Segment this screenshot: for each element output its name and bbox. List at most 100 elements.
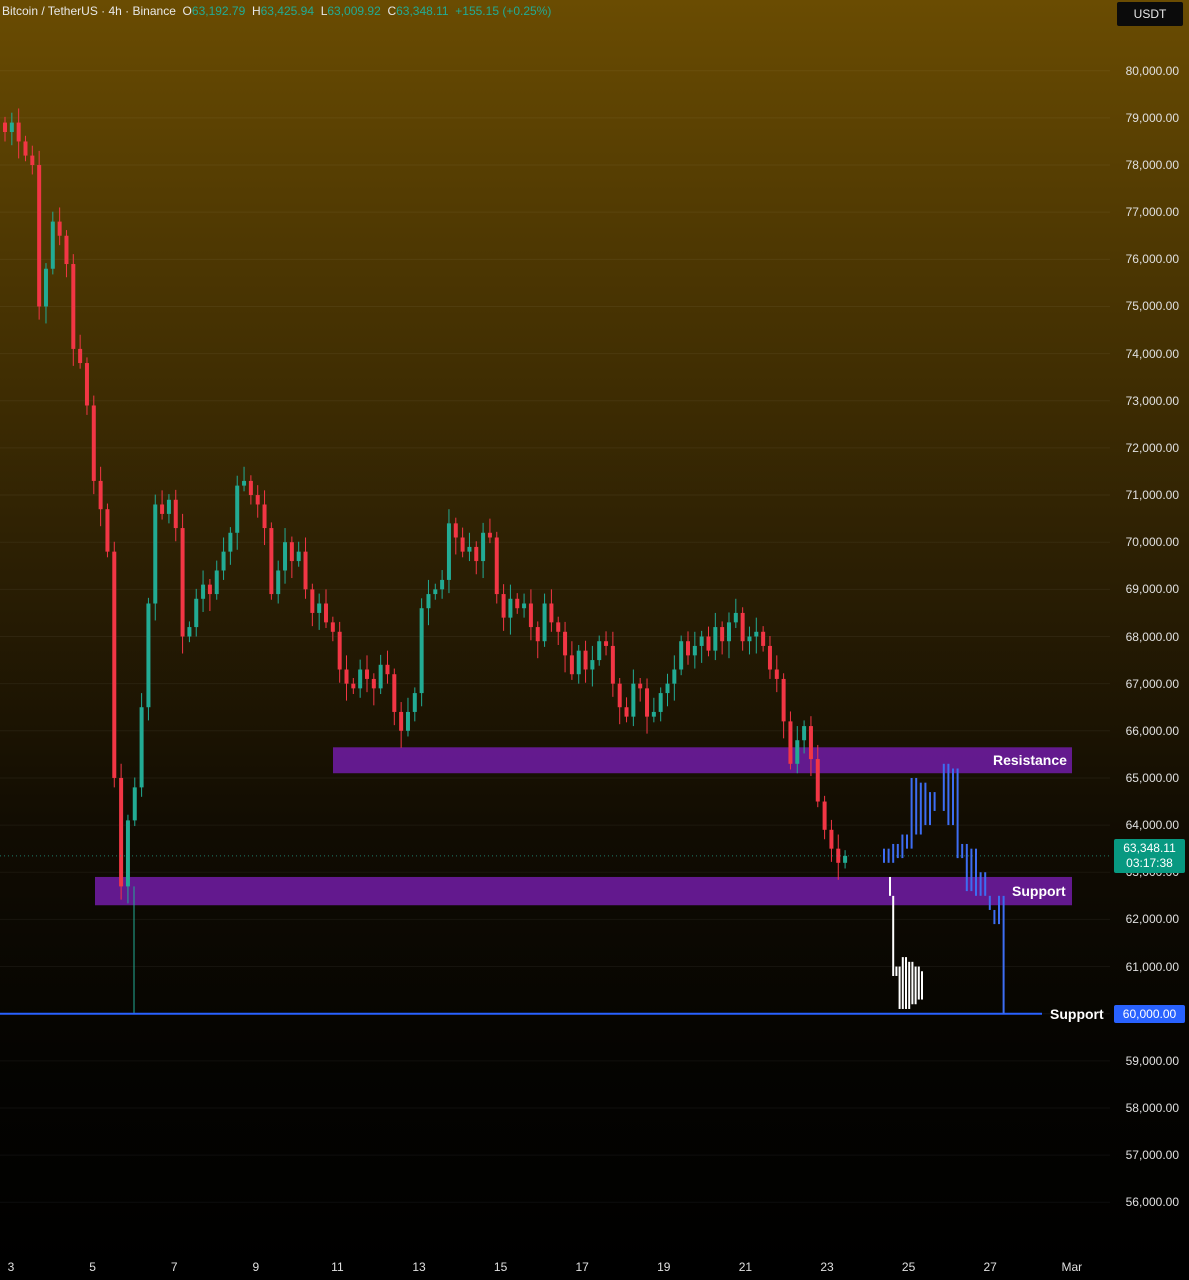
candle-bearish	[569, 655, 574, 675]
candle-bullish	[754, 631, 759, 637]
candle-bearish	[173, 499, 178, 529]
time-tick-label: 23	[820, 1260, 834, 1274]
price-tick-label: 69,000.00	[1125, 582, 1179, 597]
candle-bearish	[262, 504, 267, 529]
candle-bullish	[235, 485, 240, 533]
candle-bullish	[843, 855, 848, 863]
candle-bullish	[651, 711, 656, 717]
support-zone-label: Support	[1012, 883, 1066, 900]
candle-bearish	[774, 669, 779, 679]
candle-bullish	[508, 598, 513, 618]
candle-bearish	[255, 495, 260, 505]
candle-bullish	[242, 480, 247, 486]
low-value: 63,009.92	[327, 4, 381, 18]
candle-bullish	[795, 740, 800, 764]
candle-bearish	[330, 622, 335, 632]
candle-bullish	[50, 221, 55, 269]
open-label: O	[182, 4, 192, 18]
candle-bearish	[781, 678, 786, 722]
candle-bearish	[494, 537, 499, 595]
candle-bearish	[487, 532, 492, 538]
bar-countdown: 03:17:38	[1126, 855, 1173, 870]
candle-bullish	[214, 570, 219, 595]
candle-bearish	[563, 631, 568, 656]
candle-bullish	[433, 589, 438, 595]
candle-bearish	[535, 627, 540, 642]
candle-bullish	[542, 603, 547, 642]
candle-bearish	[501, 594, 506, 618]
candle-bullish	[9, 122, 14, 133]
last-price-value: 63,348.11	[1123, 840, 1176, 855]
candle-bullish	[194, 598, 199, 628]
candle-bullish	[153, 504, 158, 604]
price-tick-label: 74,000.00	[1125, 346, 1179, 361]
resistance-zone	[333, 747, 1072, 774]
symbol-title: Bitcoin / TetherUS · 4h · Binance	[2, 4, 176, 18]
candle-bearish	[453, 523, 458, 538]
candle-bullish	[419, 608, 424, 694]
price-tick-label: 76,000.00	[1125, 252, 1179, 267]
price-tick-label: 62,000.00	[1125, 912, 1179, 927]
time-tick-label: 21	[738, 1260, 753, 1274]
candle-bearish	[71, 264, 76, 349]
time-tick-label: 7	[170, 1260, 178, 1274]
candle-bullish	[166, 499, 171, 514]
candle-bearish	[84, 363, 89, 406]
change-value: +155.15 (+0.25%)	[455, 4, 552, 18]
price-tick-label: 75,000.00	[1125, 299, 1179, 314]
candle-bearish	[16, 122, 21, 142]
candle-bearish	[207, 584, 212, 595]
candle-bearish	[57, 221, 62, 236]
candle-bearish	[344, 669, 349, 684]
candle-bearish	[303, 551, 308, 590]
candle-bullish	[221, 551, 226, 571]
candle-bullish	[597, 641, 602, 661]
close-value: 63,348.11	[396, 4, 449, 18]
candle-bearish	[385, 664, 390, 675]
candle-bullish	[146, 603, 151, 708]
candle-bullish	[733, 612, 738, 623]
candle-bearish	[740, 612, 745, 642]
candle-bullish	[358, 669, 363, 689]
candle-bearish	[98, 480, 103, 510]
candle-bearish	[64, 235, 69, 265]
candle-bearish	[112, 551, 117, 778]
candle-bullish	[276, 570, 281, 595]
candle-bearish	[836, 848, 841, 863]
candle-bullish	[576, 650, 581, 675]
price-tick-label: 57,000.00	[1125, 1148, 1179, 1163]
candle-bullish	[672, 669, 677, 684]
open-value: 63,192.79	[191, 4, 246, 18]
candle-bullish	[405, 711, 410, 731]
candle-bullish	[139, 707, 144, 788]
candle-bearish	[23, 141, 28, 156]
close-label: C	[387, 4, 397, 18]
candle-bearish	[720, 627, 725, 642]
candle-bearish	[371, 678, 376, 689]
price-tick-label: 56,000.00	[1125, 1195, 1179, 1210]
candle-bearish	[528, 603, 533, 628]
time-tick-label: 25	[901, 1260, 916, 1274]
candle-bullish	[296, 551, 301, 562]
time-tick-label: 9	[252, 1260, 260, 1274]
candle-bearish	[474, 546, 479, 562]
candle-bullish	[412, 693, 417, 712]
high-label: H	[251, 4, 261, 18]
candle-bearish	[351, 683, 356, 689]
candle-bullish	[446, 523, 451, 580]
currency-badge[interactable]: USDT	[1117, 2, 1183, 26]
candle-bearish	[822, 801, 827, 830]
candle-bearish	[392, 674, 397, 712]
candle-bullish	[692, 645, 697, 656]
price-tick-label: 68,000.00	[1125, 629, 1179, 644]
candle-bearish	[180, 528, 185, 637]
price-tick-label: 67,000.00	[1125, 676, 1179, 691]
candle-bearish	[645, 688, 650, 717]
price-tick-label: 78,000.00	[1125, 158, 1179, 173]
candle-bearish	[324, 603, 329, 623]
candle-bearish	[706, 636, 711, 651]
candle-bullish	[378, 664, 383, 689]
time-tick-label: 5	[89, 1260, 96, 1274]
